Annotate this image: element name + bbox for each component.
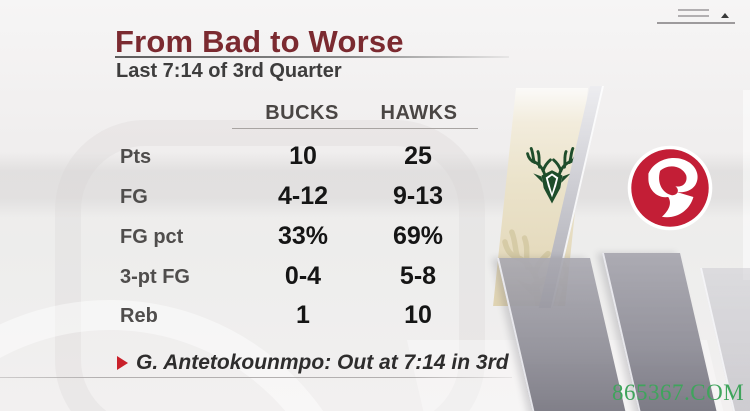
hawks-team-band — [603, 86, 750, 338]
hawks-value: 5-8 — [399, 262, 437, 290]
hawks-bird-logo — [627, 145, 713, 231]
hawks-value: 9-13 — [392, 182, 444, 210]
column-header-bucks: BUCKS — [265, 102, 339, 124]
bucks-deer-logo — [526, 147, 578, 204]
menu-line — [678, 9, 709, 11]
menu-line — [678, 15, 709, 17]
bucks-value: 33% — [277, 222, 329, 250]
bottom-rule — [0, 377, 512, 378]
column-header-hawks: HAWKS — [380, 102, 458, 124]
page-title: From Bad to Worse — [115, 24, 404, 59]
stat-label: FG pct — [120, 226, 184, 248]
table-row: FG pct 33% 69% — [0, 222, 500, 254]
menu-baseline — [657, 22, 735, 24]
hawks-value: 10 — [404, 301, 432, 329]
table-row: Pts 10 25 — [0, 142, 500, 174]
table-row: FG 4-12 9-13 — [0, 182, 500, 214]
stat-label: Pts — [120, 146, 152, 168]
bucks-value: 0-4 — [284, 262, 322, 290]
hawks-value: 25 — [404, 142, 432, 170]
page-subtitle: Last 7:14 of 3rd Quarter — [116, 60, 342, 82]
bucks-value: 1 — [296, 301, 310, 329]
background-edge-strip — [743, 90, 750, 280]
stat-label: 3-pt FG — [120, 266, 190, 288]
bucks-value: 4-12 — [277, 182, 329, 210]
table-row: Reb 1 10 — [0, 301, 500, 333]
hawks-value: 69% — [392, 222, 444, 250]
red-play-triangle-icon — [117, 356, 128, 370]
note-text: G. Antetokounmpo: Out at 7:14 in 3rd — [136, 351, 509, 374]
stat-label: FG — [120, 186, 148, 208]
menu-triangle — [721, 13, 729, 18]
header-underline — [232, 128, 478, 129]
site-watermark: 865367.COM — [612, 380, 745, 405]
stat-label: Reb — [120, 305, 158, 327]
menu-lines-icon[interactable] — [650, 4, 742, 28]
title-underline — [115, 56, 509, 58]
table-row: 3-pt FG 0-4 5-8 — [0, 262, 500, 294]
bucks-value: 10 — [289, 142, 317, 170]
